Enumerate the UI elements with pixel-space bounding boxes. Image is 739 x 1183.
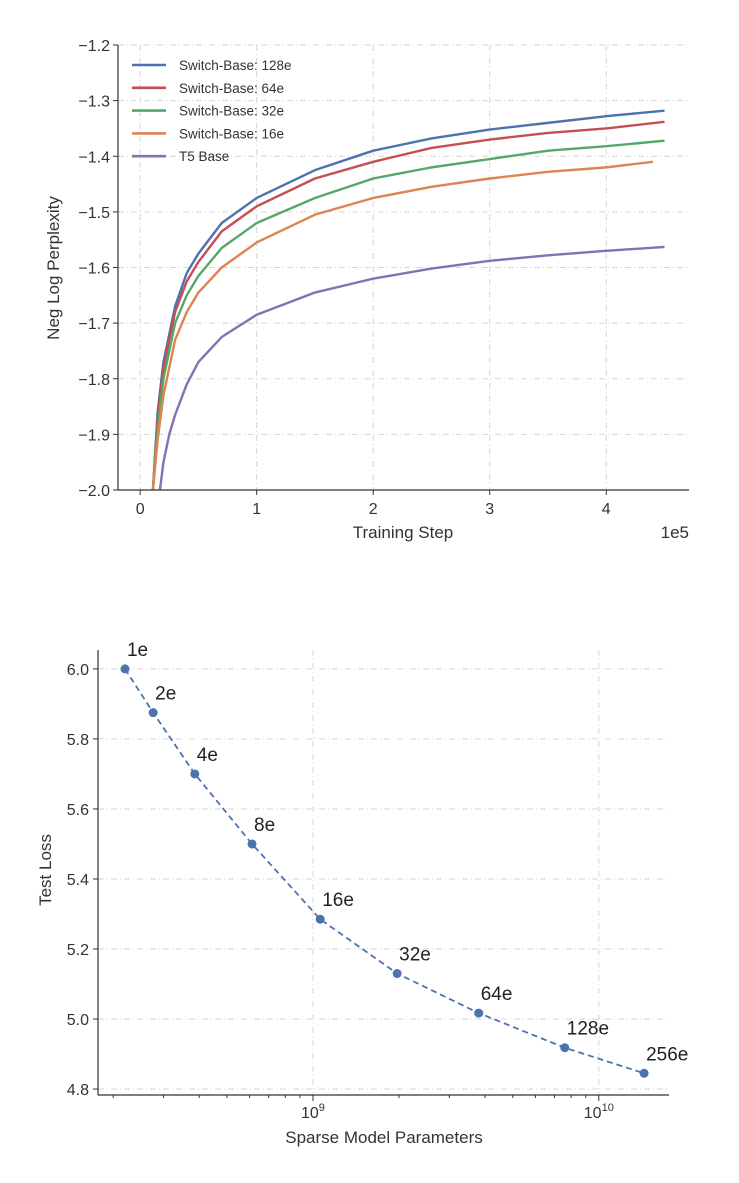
y-tick-label: 5.4 <box>67 872 89 889</box>
y-tick-label: 5.6 <box>67 802 89 819</box>
tick-base: 10 <box>301 1105 319 1122</box>
legend-label: T5 Base <box>179 149 229 164</box>
series-line-1 <box>151 120 665 491</box>
series-line <box>124 668 645 1075</box>
legend-label: Switch-Base: 128e <box>179 58 292 73</box>
y-axis-label: Test Loss <box>36 834 55 906</box>
data-point <box>120 664 130 674</box>
y-tick-label: −1.7 <box>78 316 110 333</box>
y-axis-label: Neg Log Perplexity <box>44 196 63 340</box>
data-point-label: 32e <box>399 945 431 966</box>
data-point <box>148 708 158 718</box>
y-tick-label: −1.5 <box>78 205 110 222</box>
data-point <box>190 769 200 779</box>
series-line-0 <box>151 109 665 491</box>
y-tick-label: −1.8 <box>78 372 110 389</box>
data-point <box>392 969 402 979</box>
series-line-3 <box>151 160 654 491</box>
legend-label: Switch-Base: 32e <box>179 104 284 119</box>
x-tick-label: 109 <box>301 1102 325 1122</box>
tick-exponent: 10 <box>602 1102 614 1114</box>
data-point-label: 8e <box>254 815 275 836</box>
perplexity-chart: 0 1 2 3 4 −2.0 −1.9 −1.8 −1.7 −1.6 −1.5 −1.4 −1.3 −1.… <box>44 38 689 542</box>
data-point <box>315 914 325 924</box>
y-tick-label: 5.8 <box>67 732 89 749</box>
legend: Switch-Base: 128e Switch-Base: 64e Switch-… <box>132 58 292 164</box>
data-point <box>560 1043 570 1053</box>
data-point-label: 4e <box>197 745 218 766</box>
x-axis-label: Sparse Model Parameters <box>285 1128 482 1147</box>
x-tick-label: 3 <box>485 501 494 518</box>
data-point-label: 1e <box>127 640 148 661</box>
tick-base: 10 <box>584 1105 602 1122</box>
x-tick-label: 0 <box>136 501 145 518</box>
data-point-label: 128e <box>567 1019 609 1040</box>
data-point <box>247 839 257 849</box>
x-axis-label: Training Step <box>353 523 453 542</box>
x-axis-scale-label: 1e5 <box>661 523 689 542</box>
legend-label: Switch-Base: 64e <box>179 81 284 96</box>
y-tick-label: −1.4 <box>78 149 110 166</box>
data-point <box>474 1008 484 1018</box>
series-line-2 <box>151 139 665 491</box>
y-tick-label: 4.8 <box>67 1082 89 1099</box>
tick-exponent: 9 <box>319 1102 325 1114</box>
legend-label: Switch-Base: 16e <box>179 126 284 141</box>
y-tick-label: 5.2 <box>67 942 89 959</box>
series-line-4 <box>158 245 665 491</box>
y-tick-label: −1.6 <box>78 261 110 278</box>
x-tick-label: 2 <box>369 501 378 518</box>
x-tick-label: 1010 <box>584 1102 614 1122</box>
y-tick-label: 6.0 <box>67 662 89 679</box>
data-point-label: 64e <box>481 984 513 1005</box>
data-point-label: 2e <box>155 684 176 705</box>
data-point <box>639 1068 649 1078</box>
y-tick-label: −1.9 <box>78 427 110 444</box>
x-tick-label: 4 <box>602 501 611 518</box>
y-tick-label: 5.0 <box>67 1012 89 1029</box>
data-point-label: 16e <box>322 890 354 911</box>
y-tick-label: −1.2 <box>78 38 110 55</box>
y-tick-label: −2.0 <box>78 483 110 500</box>
x-tick-label: 1 <box>252 501 261 518</box>
y-tick-label: −1.3 <box>78 94 110 111</box>
data-point-label: 256e <box>646 1044 688 1065</box>
